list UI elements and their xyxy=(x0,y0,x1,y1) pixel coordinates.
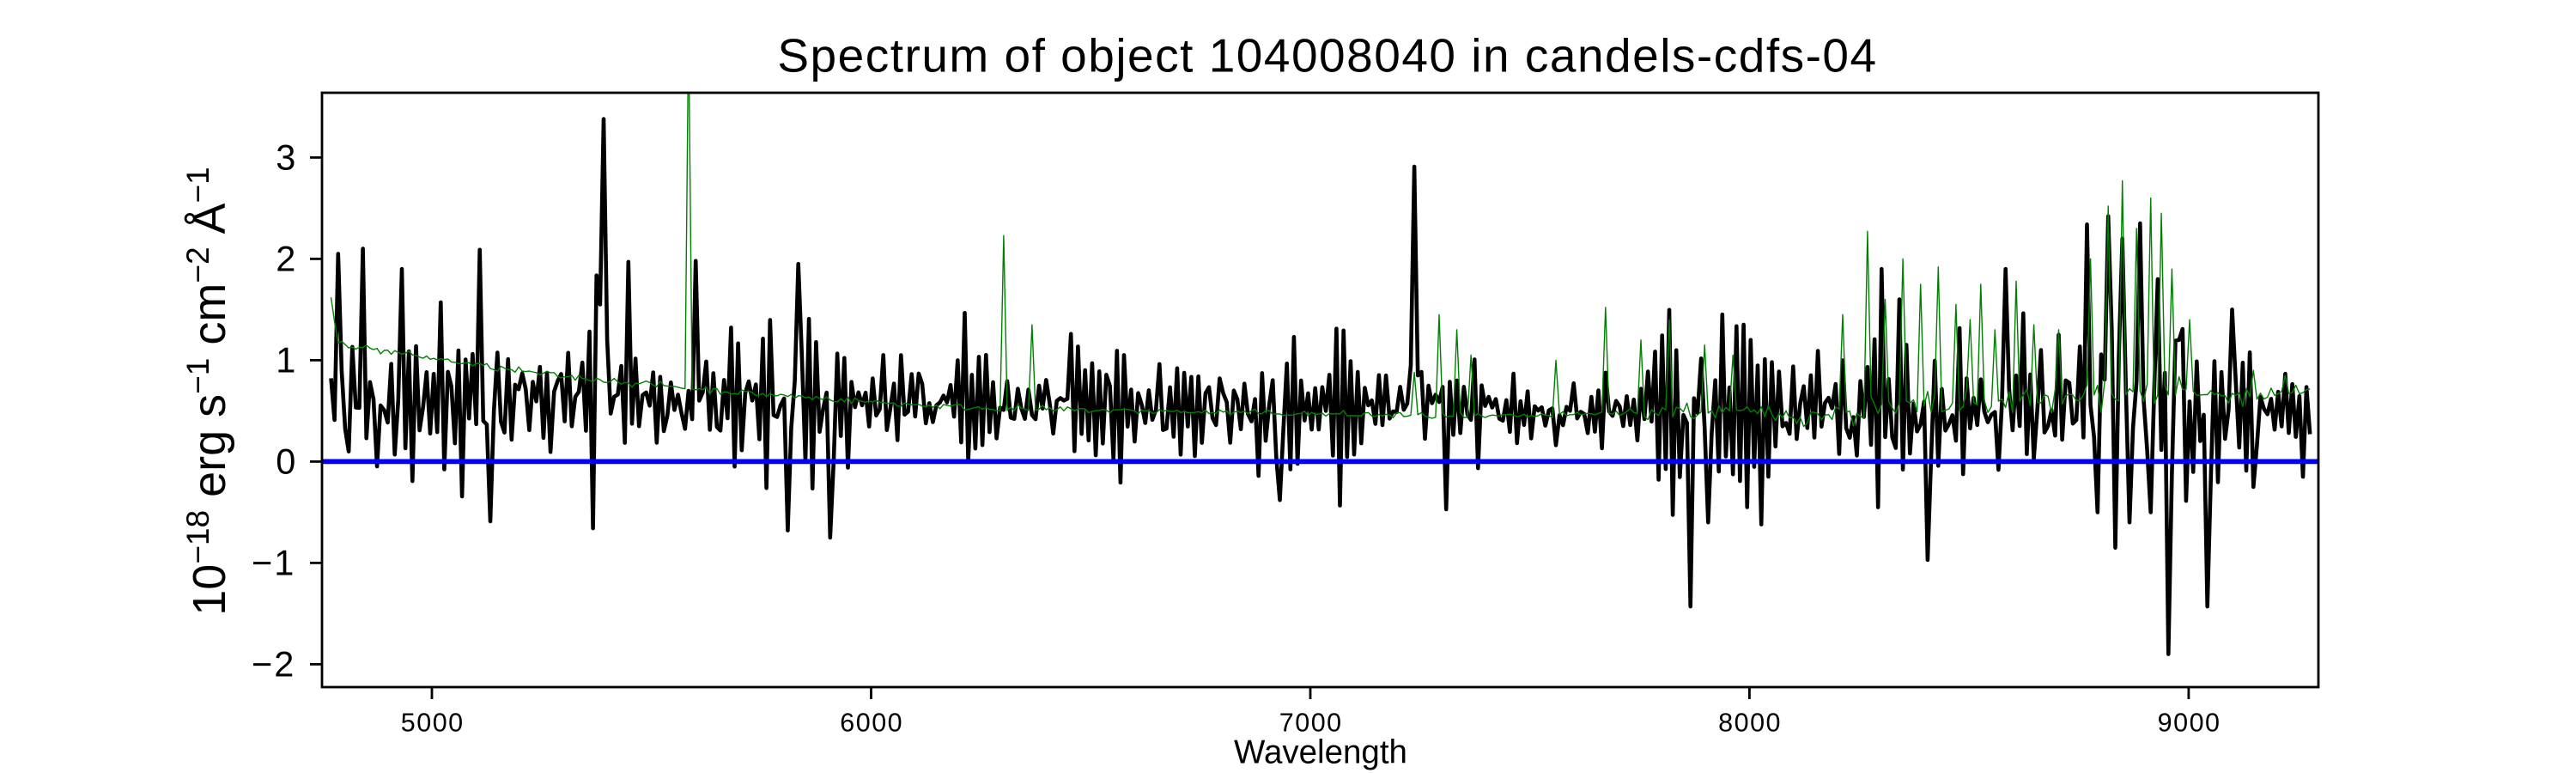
svg-text:Wavelength: Wavelength xyxy=(1234,734,1407,771)
svg-text:9000: 9000 xyxy=(2158,709,2221,738)
svg-text:0: 0 xyxy=(276,441,295,482)
svg-text:5000: 5000 xyxy=(401,709,465,738)
svg-text:7000: 7000 xyxy=(1279,709,1343,738)
svg-text:8000: 8000 xyxy=(1718,709,1782,738)
svg-text:−2: −2 xyxy=(252,644,295,685)
svg-text:10−18 erg s−1 cm−2 Å−1: 10−18 erg s−1 cm−2 Å−1 xyxy=(180,167,235,616)
svg-text:Spectrum of object 104008040 i: Spectrum of object 104008040 in candels-… xyxy=(777,29,1877,82)
svg-text:−1: −1 xyxy=(252,543,295,583)
svg-text:6000: 6000 xyxy=(840,709,903,738)
svg-text:1: 1 xyxy=(276,340,295,380)
svg-text:2: 2 xyxy=(276,239,295,279)
svg-text:3: 3 xyxy=(276,137,295,178)
